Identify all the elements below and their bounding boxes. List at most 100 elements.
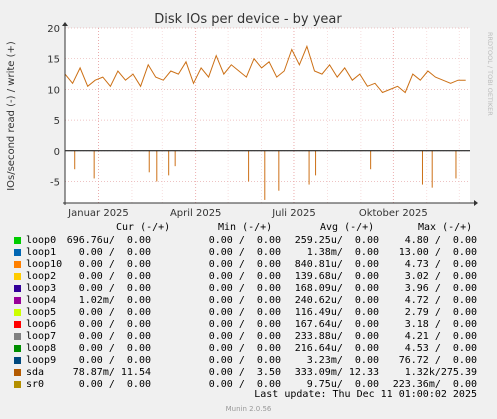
- legend-min: 0.00 / 0.00: [208, 343, 281, 354]
- legend-cur: 78.87m/ 11.54: [72, 367, 151, 378]
- chart-title: Disk IOs per device - by year: [154, 12, 342, 27]
- legend-name: loop3: [26, 283, 57, 294]
- legend-min: 0.00 / 0.00: [208, 379, 281, 390]
- legend-avg: 333.09m/ 12.33: [294, 367, 379, 378]
- x-tick-label: April 2025: [170, 208, 221, 219]
- legend-row-sr0: sr0 0.00 / 0.00 0.00 / 0.00 9.75u/ 0.00 223.…: [0, 379, 497, 391]
- legend-swatch: [14, 285, 21, 292]
- legend-cur: 0.00 / 0.00: [78, 379, 151, 390]
- y-tick-label: 0: [54, 147, 60, 158]
- y-tick-label: 10: [47, 85, 60, 96]
- legend-row-loop7: loop7 0.00 / 0.00 0.00 / 0.00 233.88u/ 0.00…: [0, 331, 497, 343]
- legend-row-loop0: loop0 696.76u/ 0.00 0.00 / 0.00 259.25u/ 0.…: [0, 235, 497, 247]
- legend-min: 0.00 / 0.00: [208, 271, 281, 282]
- legend-min: 0.00 / 0.00: [208, 247, 281, 258]
- legend-cur: 0.00 / 0.00: [78, 331, 151, 342]
- legend-swatch: [14, 249, 21, 256]
- legend-swatch: [14, 297, 21, 304]
- legend-cur: 0.00 / 0.00: [78, 343, 151, 354]
- legend-max: 4.21 / 0.00: [404, 331, 477, 342]
- legend-max: 3.02 / 0.00: [404, 271, 477, 282]
- legend-row-loop3: loop3 0.00 / 0.00 0.00 / 0.00 168.09u/ 0.00…: [0, 283, 497, 295]
- y-tick-label: 20: [47, 24, 60, 35]
- legend-header-cur: Cur (-/+): [116, 222, 171, 233]
- legend-avg: 216.64u/ 0.00: [294, 343, 379, 354]
- legend-name: loop6: [26, 319, 57, 330]
- legend-name: loop10: [26, 259, 63, 270]
- legend-min: 0.00 / 0.00: [208, 331, 281, 342]
- munin-version: Munin 2.0.56: [225, 405, 272, 413]
- legend-min: 0.00 / 0.00: [208, 307, 281, 318]
- legend-max: 13.00 / 0.00: [398, 247, 477, 258]
- legend-avg: 167.64u/ 0.00: [294, 319, 379, 330]
- legend-row-loop4: loop4 1.02m/ 0.00 0.00 / 0.00 240.62u/ 0.00…: [0, 295, 497, 307]
- series-layer: [64, 44, 466, 200]
- plot-background: [65, 28, 470, 203]
- legend-header-max: Max (-/+): [418, 222, 473, 233]
- y-tick-label: -5: [50, 178, 60, 189]
- legend-name: sda: [26, 367, 45, 378]
- legend-swatch: [14, 261, 21, 268]
- legend-max: 3.18 / 0.00: [404, 319, 477, 330]
- legend-row-sda: sda 78.87m/ 11.54 0.00 / 3.50 333.09m/ 12.3…: [0, 367, 497, 379]
- rrdtool-watermark: RRDTOOL / TOBI OETIKER: [486, 32, 494, 116]
- legend-swatch: [14, 333, 21, 340]
- axes: -5 0 5 10 15 20 Januar 2025 April 2025 Juli 2025…: [47, 22, 478, 219]
- legend-max: 3.96 / 0.00: [404, 283, 477, 294]
- series-line-sda-write: [64, 44, 466, 94]
- legend-avg: 3.23m/ 0.00: [306, 355, 379, 366]
- legend-avg: 116.49u/ 0.00: [294, 307, 379, 318]
- legend-name: loop2: [26, 271, 57, 282]
- legend-avg: 9.75u/ 0.00: [306, 379, 379, 390]
- legend-name: loop5: [26, 307, 57, 318]
- legend-avg: 168.09u/ 0.00: [294, 283, 379, 294]
- y-tick-label: 5: [54, 116, 60, 127]
- legend-max: 1.32k/275.39: [404, 367, 477, 378]
- legend-cur: 0.00 / 0.00: [78, 259, 151, 270]
- legend-header-min: Min (-/+): [218, 222, 273, 233]
- legend-min: 0.00 / 0.00: [208, 283, 281, 294]
- legend-min: 0.00 / 3.50: [208, 367, 281, 378]
- y-axis-arrow: [62, 22, 68, 26]
- legend-avg: 233.88u/ 0.00: [294, 331, 379, 342]
- legend-cur: 0.00 / 0.00: [78, 247, 151, 258]
- legend-max: 4.53 / 0.00: [404, 343, 477, 354]
- legend-name: loop7: [26, 331, 57, 342]
- legend-name: sr0: [26, 379, 45, 390]
- x-tick-label: Juli 2025: [271, 208, 315, 219]
- legend-min: 0.00 / 0.00: [208, 259, 281, 270]
- legend-max: 4.72 / 0.00: [404, 295, 477, 306]
- legend-max: 4.80 / 0.00: [404, 235, 477, 246]
- grid-lines: [64, 27, 470, 203]
- legend-swatch: [14, 381, 21, 388]
- legend-cur: 1.02m/ 0.00: [78, 295, 151, 306]
- legend-min: 0.00 / 0.00: [208, 355, 281, 366]
- legend-cur: 0.00 / 0.00: [78, 307, 151, 318]
- legend-swatch: [14, 309, 21, 316]
- legend-min: 0.00 / 0.00: [208, 295, 281, 306]
- legend-name: loop1: [26, 247, 57, 258]
- x-tick-label: Oktober 2025: [359, 208, 428, 219]
- legend-swatch: [14, 357, 21, 364]
- legend-max: 4.73 / 0.00: [404, 259, 477, 270]
- legend-cur: 0.00 / 0.00: [78, 355, 151, 366]
- last-update: Last update: Thu Dec 11 01:00:02 2025: [254, 389, 477, 400]
- legend-swatch: [14, 345, 21, 352]
- legend-name: loop0: [26, 235, 57, 246]
- legend-row-loop10: loop10 0.00 / 0.00 0.00 / 0.00 840.81u/ 0.0…: [0, 259, 497, 271]
- legend-avg: 139.68u/ 0.00: [294, 271, 379, 282]
- chart-area: -5 0 5 10 15 20 Januar 2025 April 2025 Juli 2025…: [6, 12, 494, 219]
- legend-cur: 0.00 / 0.00: [78, 271, 151, 282]
- legend-cur: 696.76u/ 0.00: [66, 235, 151, 246]
- legend-row-loop2: loop2 0.00 / 0.00 0.00 / 0.00 139.68u/ 0.00…: [0, 271, 497, 283]
- legend-avg: 840.81u/ 0.00: [294, 259, 379, 270]
- legend-row-loop5: loop5 0.00 / 0.00 0.00 / 0.00 116.49u/ 0.00…: [0, 307, 497, 319]
- legend-row-loop6: loop6 0.00 / 0.00 0.00 / 0.00 167.64u/ 0.00…: [0, 319, 497, 331]
- legend-swatch: [14, 237, 21, 244]
- legend-min: 0.00 / 0.00: [208, 319, 281, 330]
- legend-name: loop8: [26, 343, 57, 354]
- legend-avg: 240.62u/ 0.00: [294, 295, 379, 306]
- legend-cur: 0.00 / 0.00: [78, 283, 151, 294]
- legend-max: 223.36m/ 0.00: [392, 379, 477, 390]
- legend-row-loop1: loop1 0.00 / 0.00 0.00 / 0.00 1.38m/ 0.00 13…: [0, 247, 497, 259]
